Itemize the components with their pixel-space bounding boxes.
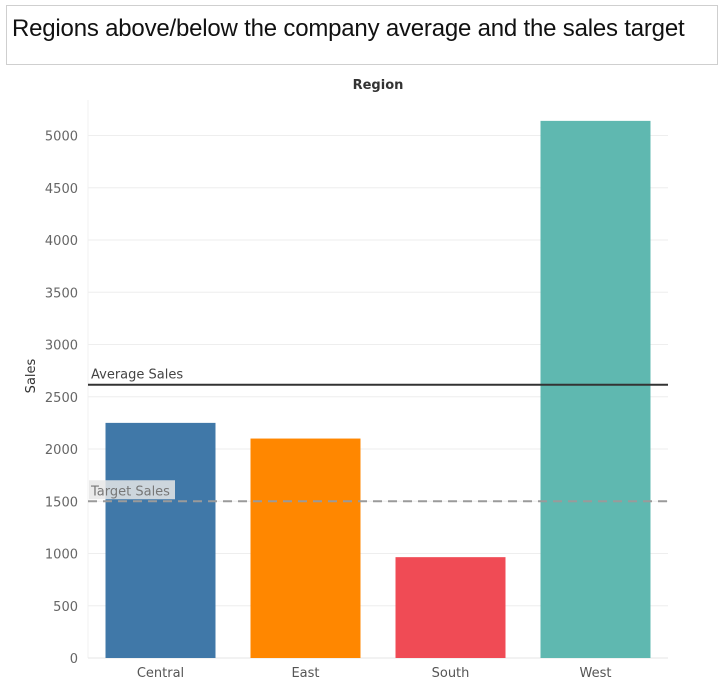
y-axis-ticks: 0 500 1000 1500 2000 2500 3000 3500 4000 4500 5000	[45, 130, 78, 668]
y-tick-label: 4500	[45, 182, 78, 197]
reference-lines: Average Sales Target Sales	[88, 368, 668, 503]
target-sales-label-bg	[89, 480, 175, 500]
bar-central[interactable]	[105, 422, 216, 658]
average-sales-label: Average Sales	[91, 368, 183, 383]
page-title: Regions above/below the company average …	[12, 15, 685, 42]
y-tick-label: 0	[70, 652, 78, 667]
y-axis-label: Sales	[24, 358, 39, 393]
y-tick-label: 2500	[45, 391, 78, 406]
bar-south[interactable]	[395, 557, 506, 658]
y-tick-label: 4000	[45, 234, 78, 249]
column-header: Region	[353, 78, 404, 93]
x-tick-label: East	[291, 666, 319, 681]
y-tick-label: 5000	[45, 130, 78, 145]
y-tick-label: 500	[53, 600, 78, 615]
x-tick-label: Central	[137, 666, 184, 681]
y-tick-label: 3000	[45, 339, 78, 354]
x-tick-label: West	[580, 666, 612, 681]
y-tick-label: 1000	[45, 548, 78, 563]
bar-west[interactable]	[540, 120, 651, 659]
bars	[105, 120, 651, 659]
y-tick-label: 3500	[45, 286, 78, 301]
x-tick-label: South	[432, 666, 470, 681]
y-tick-label: 2000	[45, 443, 78, 458]
y-tick-label: 1500	[45, 495, 78, 510]
title-box: Regions above/below the company average …	[6, 5, 718, 65]
x-axis-categories: Central East South West	[137, 666, 612, 681]
target-sales-label: Target Sales	[90, 484, 170, 499]
bar-east[interactable]	[250, 438, 361, 658]
